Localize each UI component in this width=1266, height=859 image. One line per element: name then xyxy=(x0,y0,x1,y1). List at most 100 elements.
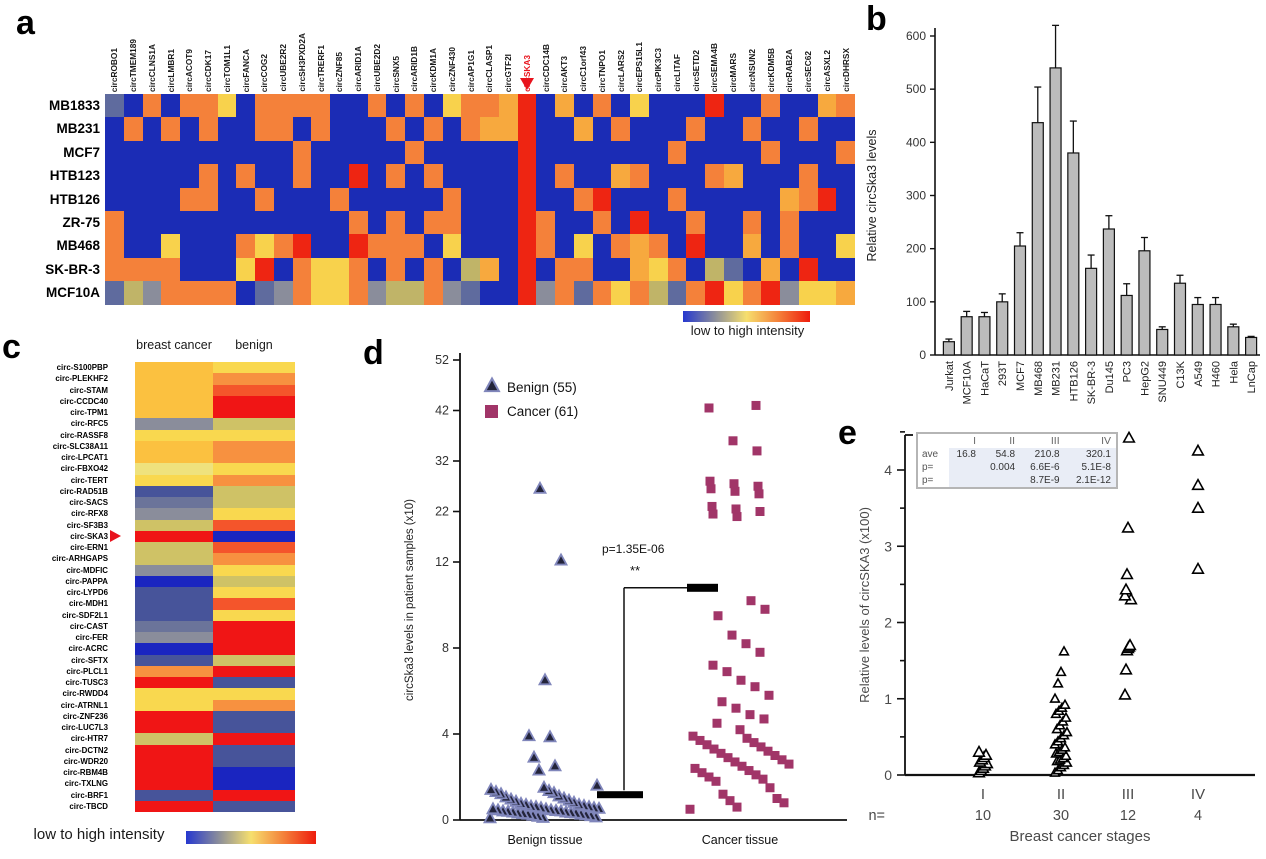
heatmap-cell xyxy=(135,643,213,655)
heatmap-cell xyxy=(498,210,518,235)
cancer-point xyxy=(763,746,773,756)
heatmap-cell xyxy=(536,94,555,118)
heatmap-cell xyxy=(705,187,724,211)
heatmap-a-row-label: MCF10A xyxy=(45,285,100,301)
cancer-point xyxy=(704,772,714,782)
heatmap-c-row-label: circ-ARHGAPS xyxy=(51,554,108,564)
heatmap-cell xyxy=(348,94,368,118)
bar xyxy=(1085,267,1098,356)
y-tick-label: 0 xyxy=(442,813,449,827)
heatmap-a-column-label: circSEC62 xyxy=(803,50,814,92)
table-header-cell: IV xyxy=(1101,435,1111,447)
heatmap-cell xyxy=(723,140,743,165)
heatmap-cell xyxy=(213,553,295,565)
y-tick-label: 600 xyxy=(906,29,926,43)
y-tick-label: 4 xyxy=(884,462,892,478)
benign-point xyxy=(482,810,498,824)
heatmap-cell xyxy=(135,699,213,711)
heatmap-cell xyxy=(742,234,762,258)
heatmap-a-colorbar xyxy=(683,311,810,322)
bar xyxy=(996,301,1009,356)
heatmap-c-header-benign: benign xyxy=(235,338,273,352)
heatmap-a-column-label: circCLNS1A xyxy=(146,44,157,92)
heatmap-c-row xyxy=(135,564,295,576)
cancer-point xyxy=(708,509,718,519)
heatmap-a-column-label: circAP1G1 xyxy=(465,50,476,92)
heatmap-cell xyxy=(780,164,799,188)
heatmap-a-grid xyxy=(105,94,855,305)
x-tick-label: SNU449 xyxy=(1157,361,1169,403)
x-tick-label: PC3 xyxy=(1122,361,1134,382)
heatmap-cell xyxy=(648,210,668,235)
heatmap-cell xyxy=(273,94,293,118)
stage-point xyxy=(972,744,986,757)
heatmap-cell xyxy=(817,257,837,282)
heatmap-c-row xyxy=(135,789,295,801)
bar xyxy=(978,316,991,356)
heatmap-cell xyxy=(405,117,424,141)
x-tick-label: HepG2 xyxy=(1139,361,1151,396)
panel-a-label: a xyxy=(16,4,35,42)
heatmap-cell xyxy=(761,234,780,258)
heatmap-cell xyxy=(213,789,295,801)
heatmap-cell xyxy=(442,234,462,258)
table-value-cell: 2.1E-12 xyxy=(1064,474,1116,487)
heatmap-cell xyxy=(686,164,705,188)
heatmap-cell xyxy=(161,257,180,282)
heatmap-c-row-label: circ-LUC7L3 xyxy=(61,723,108,732)
heatmap-c-colorbar xyxy=(186,831,316,844)
heatmap-c-row-label: circ-SKA3 xyxy=(70,531,108,541)
heatmap-a-column-label: circSH3PXD2A xyxy=(296,33,307,92)
heatmap-cell xyxy=(213,710,295,722)
heatmap-cell xyxy=(667,164,687,188)
heatmap-cell xyxy=(213,429,295,441)
heatmap-cell xyxy=(135,542,213,554)
heatmap-cell xyxy=(135,778,213,790)
heatmap-a-column-label: circRAB2A xyxy=(784,48,795,92)
heatmap-c-row xyxy=(135,677,295,689)
heatmap-cell xyxy=(405,187,424,211)
heatmap-cell xyxy=(705,234,724,258)
heatmap-cell xyxy=(348,257,368,282)
heatmap-cell xyxy=(135,654,213,666)
y-tick-label: 4 xyxy=(442,727,449,741)
heatmap-a-column-label: circSETD2 xyxy=(690,50,701,92)
y-tick-label: 500 xyxy=(906,82,926,96)
heatmap-a-column-label: circLARS2 xyxy=(615,50,626,92)
heatmap-cell xyxy=(461,281,480,305)
table-row: p= 0.004 6.6E-6 5.1E-8 xyxy=(918,461,1116,474)
heatmap-cell xyxy=(517,187,537,211)
heatmap-c-row-label: circ-ACRC xyxy=(68,644,108,654)
heatmap-c-row-label: circ-TBCD xyxy=(69,801,108,811)
heatmap-cell xyxy=(180,210,199,235)
legend-cancer-label: Cancer (61) xyxy=(507,404,578,419)
heatmap-cell xyxy=(161,94,180,118)
heatmap-cell xyxy=(135,677,213,689)
heatmap-cell xyxy=(442,210,462,235)
heatmap-cell xyxy=(292,140,312,165)
heatmap-cell xyxy=(536,164,555,188)
heatmap-cell xyxy=(442,281,462,305)
heatmap-cell xyxy=(836,117,855,141)
heatmap-cell xyxy=(705,94,724,118)
heatmap-cell xyxy=(367,94,387,118)
heatmap-c-row-label: circ-LYPD6 xyxy=(66,588,108,597)
heatmap-cell xyxy=(255,117,274,141)
heatmap-c-row-label: circ-ERN1 xyxy=(70,543,108,552)
benign-point xyxy=(526,749,542,763)
heatmap-c-row xyxy=(135,530,295,542)
heatmap-c-row xyxy=(135,800,295,812)
heatmap-cell xyxy=(135,463,213,475)
heatmap-a-column-label: circSNX5 xyxy=(390,55,401,92)
heatmap-c-row-label: circ-CCDC40 xyxy=(59,396,108,406)
heatmap-cell xyxy=(135,452,213,464)
heatmap-cell xyxy=(498,94,518,118)
y-axis-title: circSka3 levels in patient samples (x10) xyxy=(404,499,416,701)
heatmap-cell xyxy=(611,281,630,305)
cancer-point xyxy=(711,776,721,786)
table-header-cell: I xyxy=(973,435,976,447)
heatmap-cell xyxy=(461,234,480,258)
heatmap-c-row xyxy=(135,553,295,565)
heatmap-a-column-label: circSEMA4B xyxy=(709,42,720,92)
cancer-point xyxy=(704,403,714,413)
